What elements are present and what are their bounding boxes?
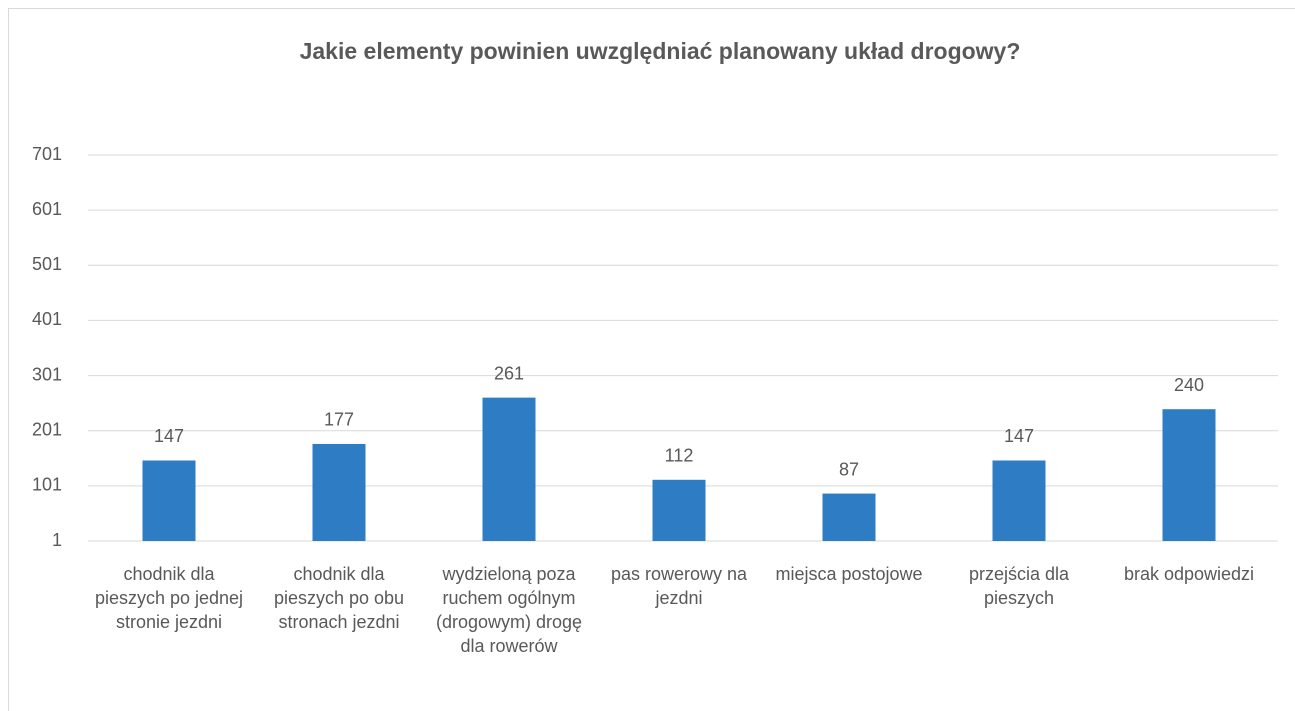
bar (312, 443, 366, 541)
data-label: 87 (839, 459, 859, 479)
x-tick-label: przejścia dla pieszych (968, 564, 1070, 608)
data-label: 112 (665, 446, 694, 466)
chart-border (8, 8, 1295, 711)
bar (992, 460, 1046, 541)
bar (652, 479, 706, 541)
data-label: 177 (324, 410, 354, 430)
y-tick-label: 401 (32, 309, 62, 329)
bar (482, 397, 536, 541)
data-label: 147 (154, 426, 184, 446)
x-tick-label: wydzieloną poza ruchem ogólnym (drogowym… (435, 564, 583, 656)
bar (1162, 409, 1216, 541)
y-tick-label: 301 (32, 364, 62, 384)
x-tick-label: chodnik dla pieszych po obu stronach jez… (273, 564, 405, 632)
x-tick-label: brak odpowiedzi (1123, 564, 1255, 584)
y-tick-label: 501 (32, 254, 62, 274)
bar (822, 493, 876, 541)
y-tick-label: 601 (32, 199, 62, 219)
x-tick-label: chodnik dla pieszych po jednej stronie j… (94, 564, 244, 632)
y-tick-label: 1 (52, 530, 62, 550)
y-tick-label: 201 (32, 419, 62, 439)
x-tick-label: pas rowerowy na jezdni (610, 564, 748, 608)
data-label: 261 (494, 363, 524, 383)
y-tick-label: 701 (32, 144, 62, 164)
data-label: 240 (1174, 375, 1204, 395)
y-tick-label: 101 (32, 475, 62, 495)
data-label: 147 (1004, 426, 1034, 446)
bar (142, 460, 196, 541)
x-tick-label: miejsca postojowe (775, 564, 923, 584)
chart-title: Jakie elementy powinien uwzględniać plan… (300, 38, 1021, 64)
